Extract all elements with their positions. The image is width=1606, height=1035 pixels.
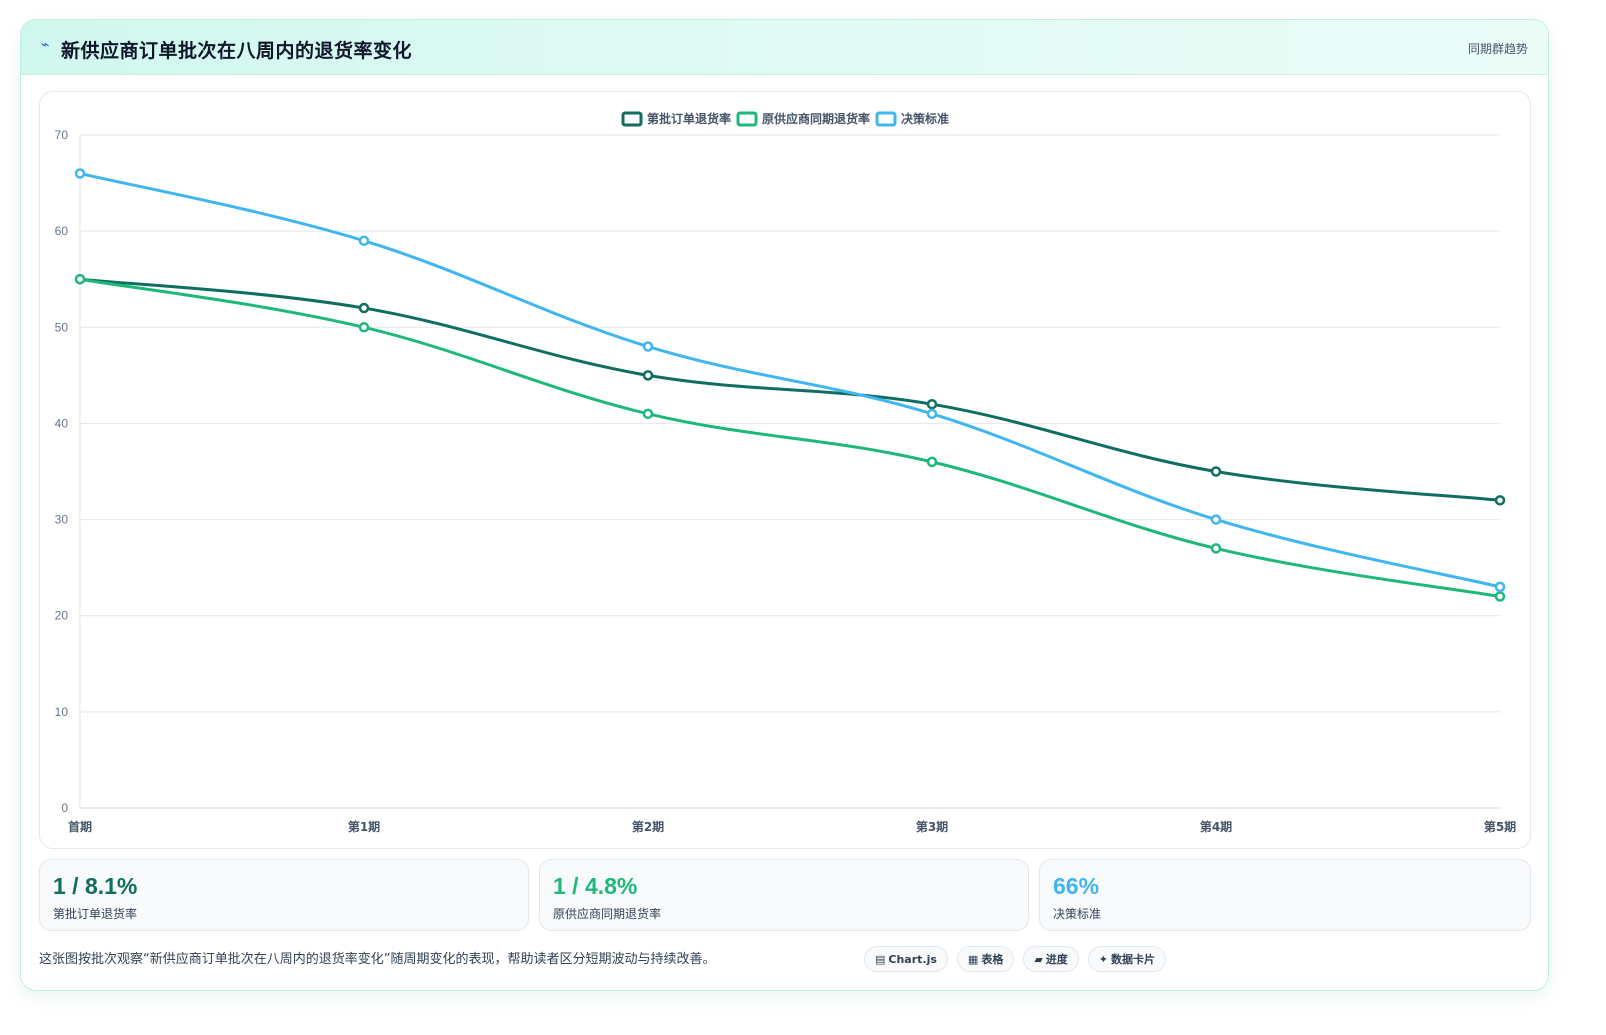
tag-label: Chart.js	[888, 952, 937, 966]
data-point	[1210, 543, 1222, 554]
data-point	[642, 408, 654, 420]
data-point	[926, 408, 938, 420]
data-point	[642, 370, 654, 381]
y-tick-label: 30	[55, 513, 69, 527]
data-point	[1210, 514, 1222, 525]
card-header: ⌁ 新供应商订单批次在八周内的退货率变化 同期群趋势	[21, 20, 1548, 75]
trend-badge: 同期群趋势	[1467, 42, 1528, 56]
tag-data-card[interactable]: ✦ 数据卡片	[1087, 946, 1167, 972]
tag-label: 数据卡片	[1111, 953, 1156, 966]
data-point	[358, 302, 370, 314]
tag-list: ▤ Chart.js ▦ 表格 ▰ 进度 ✦ 数据卡片	[864, 946, 1167, 972]
data-point	[74, 273, 86, 285]
table-icon: ▦	[967, 952, 979, 966]
x-tick-label: 首期	[68, 819, 92, 834]
stat-value: 1 / 4.8%	[553, 873, 638, 899]
data-point	[642, 341, 654, 352]
legend-swatch	[736, 111, 758, 127]
tag-table[interactable]: ▦ 表格	[956, 946, 1015, 972]
progress-icon: ▰	[1034, 952, 1043, 966]
y-tick-label: 10	[55, 705, 69, 719]
stat-label: 原供应商同期退货率	[553, 907, 662, 921]
y-tick-label: 60	[55, 224, 69, 238]
stat-card-2: 1 / 4.8% 原供应商同期退货率	[539, 859, 1029, 931]
tag-progress[interactable]: ▰ 进度	[1023, 946, 1079, 972]
chart-card: ⌁ 新供应商订单批次在八周内的退货率变化 同期群趋势 0 10 20 30 40 50 60…	[20, 19, 1549, 991]
legend-label: 原供应商同期退货率	[762, 111, 870, 126]
data-point	[74, 168, 86, 179]
y-tick-label: 40	[55, 416, 69, 430]
x-tick-label: 第3期	[916, 819, 948, 834]
legend-label: 决策标准	[901, 111, 949, 126]
x-tick-label: 第2期	[632, 819, 664, 834]
chart-container: 0 10 20 30 40 50 60 70 首期 第1期 第2期 第3期 第4期 第5期 第批订单退货率 原…	[39, 91, 1531, 849]
legend-swatch	[621, 111, 643, 127]
data-point	[1494, 581, 1506, 593]
legend-label: 第批订单退货率	[647, 111, 731, 126]
chart-note: 这张图按批次观察“新供应商订单批次在八周内的退货率变化”随周期变化的表现，帮助读…	[39, 952, 716, 967]
line-chart: 0 10 20 30 40 50 60 70 首期 第1期 第2期 第3期 第4期 第5期 第批订单退货率 原…	[55, 111, 1517, 834]
data-point	[926, 398, 938, 410]
tag-label: 表格	[981, 953, 1004, 966]
tag-chartjs[interactable]: ▤ Chart.js	[864, 946, 948, 972]
y-tick-label: 50	[55, 320, 69, 334]
data-point	[926, 456, 938, 468]
stat-value: 66%	[1053, 873, 1100, 899]
series-line-1	[79, 277, 1501, 502]
y-tick-label: 0	[61, 801, 68, 815]
y-tick-label: 20	[55, 609, 69, 623]
stat-label: 决策标准	[1053, 907, 1102, 921]
tag-label: 进度	[1045, 953, 1068, 966]
y-tick-label: 70	[55, 128, 69, 142]
lightning-icon: ⌁	[41, 37, 50, 53]
data-point	[1494, 591, 1506, 602]
stat-card-3: 66% 决策标准	[1039, 859, 1531, 931]
data-point	[358, 322, 370, 333]
chart-icon: ▤	[875, 952, 886, 966]
data-point	[1494, 495, 1506, 506]
stat-card-1: 1 / 8.1% 第批订单退货率	[39, 859, 529, 931]
sparkle-icon: ✦	[1098, 952, 1109, 966]
x-tick-label: 第1期	[348, 819, 380, 834]
x-tick-label: 第5期	[1484, 819, 1516, 834]
series-line-2	[79, 277, 1501, 598]
series-line-3	[79, 171, 1501, 589]
data-point	[358, 235, 370, 247]
stat-label: 第批订单退货率	[53, 907, 138, 921]
chart-title: 新供应商订单批次在八周内的退货率变化	[61, 40, 413, 62]
stat-value: 1 / 8.1%	[53, 873, 138, 899]
legend-swatch	[875, 111, 897, 127]
data-point	[1210, 466, 1222, 477]
x-tick-label: 第4期	[1200, 819, 1232, 834]
